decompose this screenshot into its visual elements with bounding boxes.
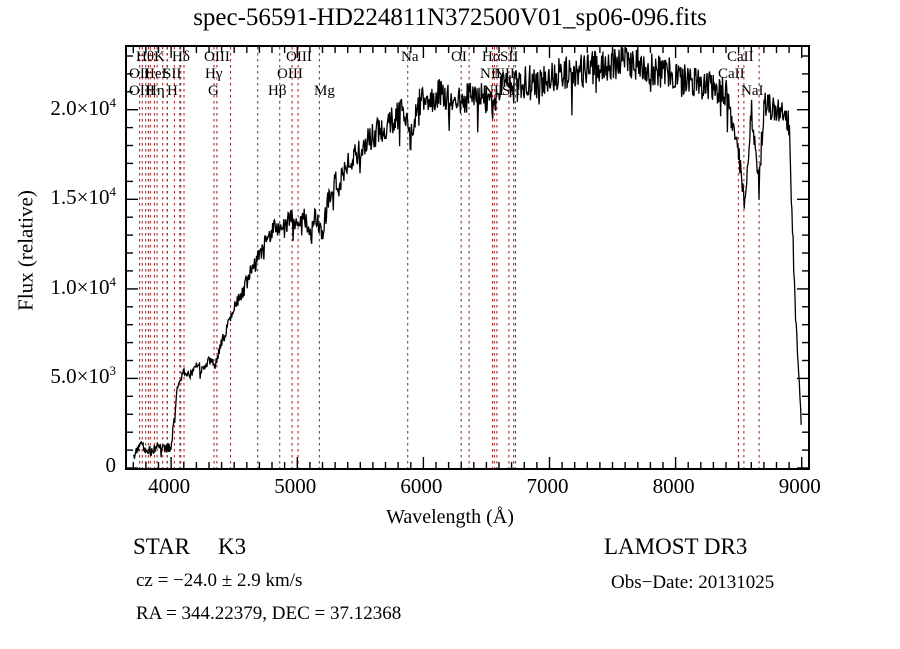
spectral-line-label: Na bbox=[401, 49, 419, 65]
spectral-line-label: Hθ bbox=[136, 49, 155, 65]
y-tick-label-0: 5.0×103 bbox=[50, 363, 116, 389]
coordinates: RA = 344.22379, DEC = 37.12368 bbox=[136, 603, 402, 624]
spectral-line-label: NII bbox=[494, 66, 515, 82]
y-tick-label-3: 2.0×104 bbox=[50, 94, 116, 120]
spectral-line-label: K bbox=[154, 49, 165, 65]
y-tick-label-2: 1.5×104 bbox=[50, 184, 116, 210]
x-axis-title: Wavelength (Å) bbox=[386, 506, 514, 528]
spectral-line-label: OIII bbox=[286, 49, 312, 65]
spectral-line-label: Hα bbox=[482, 49, 501, 65]
y-axis-title: Flux (relative) bbox=[13, 190, 38, 311]
spectral-line-label: NII bbox=[483, 83, 504, 99]
spectrum-trace bbox=[133, 47, 802, 459]
y-axis-ticks bbox=[127, 55, 808, 468]
spectral-line-label: OII bbox=[129, 66, 150, 82]
x-tick-label-1: 5000 bbox=[274, 474, 317, 498]
spectral-line-label: OI bbox=[451, 49, 467, 65]
spectral-line-label: SII bbox=[500, 49, 519, 65]
spectral-line-label: SII bbox=[502, 83, 521, 99]
spectral-line-markers bbox=[139, 47, 760, 468]
y-tick-label-1: 1.0×104 bbox=[50, 273, 116, 299]
y-tick-label-0: 0 bbox=[105, 453, 117, 477]
spectral-line-label: Hβ bbox=[268, 83, 287, 99]
plot-canvas bbox=[127, 47, 808, 468]
object-type: STAR bbox=[133, 534, 190, 559]
x-tick-label-2: 6000 bbox=[400, 474, 443, 498]
survey-name: LAMOST DR3 bbox=[604, 534, 748, 559]
x-axis-ticks bbox=[132, 47, 803, 468]
x-tick-label-0: 4000 bbox=[148, 474, 191, 498]
spectral-line-label: SII bbox=[163, 66, 182, 82]
spectral-class: K3 bbox=[218, 534, 247, 559]
spectral-line-label: H bbox=[167, 83, 178, 99]
spectral-line-label: Hη bbox=[146, 83, 165, 99]
spectral-line-label: OIII bbox=[277, 66, 303, 82]
x-tick-label-5: 9000 bbox=[778, 474, 821, 498]
spectral-line-label: Mg bbox=[314, 83, 335, 99]
spectral-line-label: OIII bbox=[129, 83, 155, 99]
x-tick-label-4: 8000 bbox=[652, 474, 695, 498]
x-tick-label-3: 7000 bbox=[526, 474, 569, 498]
redshift-velocity: cz = −24.0 ± 2.9 km/s bbox=[136, 570, 303, 591]
spectral-line-label: NII bbox=[480, 66, 501, 82]
spectral-line-label: Hδ bbox=[172, 49, 190, 65]
spectral-line-label: HeI bbox=[144, 66, 167, 82]
spectral-line-label: G bbox=[208, 83, 219, 99]
spectral-line-label: CaII bbox=[727, 49, 754, 65]
observation-date: Obs−Date: 20131025 bbox=[611, 572, 775, 593]
plot-area bbox=[125, 45, 810, 470]
page-title: spec-56591-HD224811N372500V01_sp06-096.f… bbox=[193, 4, 707, 31]
spectral-line-label: CaII bbox=[718, 66, 745, 82]
spectral-line-label: NaI bbox=[741, 83, 764, 99]
spectral-line-label: Hγ bbox=[205, 66, 223, 82]
spectral-line-label: OIII bbox=[204, 49, 230, 65]
